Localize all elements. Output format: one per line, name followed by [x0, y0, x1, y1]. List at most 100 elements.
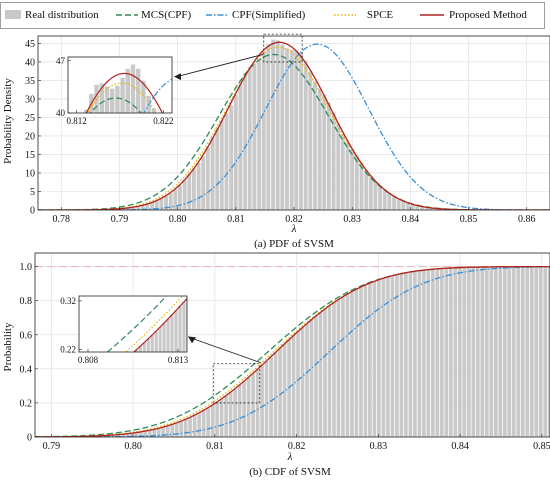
cdf-histogram-bar [439, 268, 444, 437]
cdf-histogram-bar [304, 323, 310, 437]
cdf-histogram-bar [507, 266, 512, 437]
cdf-histogram-bar [233, 388, 238, 437]
cdf-histogram-bar [525, 266, 530, 437]
pdf-histogram-bar [326, 102, 332, 210]
legend-box [0, 2, 545, 29]
cdf-histogram-bar [498, 266, 503, 437]
legend: Real distribution MCS(CPF) CPF(Simplifie… [0, 2, 545, 29]
pdf-histogram-bar [215, 127, 220, 210]
cdf-histogram-bar [228, 392, 233, 437]
pdf-histogram-bar [340, 133, 346, 210]
cdf-axes-frame [34, 252, 550, 438]
cdf-histogram-bar [466, 267, 471, 437]
cdf-histogram-bar [327, 305, 332, 437]
pdf-histogram-bar [266, 44, 271, 210]
cdf-zoom-region [212, 363, 261, 404]
pdf-histogram-bar [210, 137, 215, 210]
cdf-histogram-bar [264, 360, 269, 437]
pdf-histogram-bar [391, 196, 397, 210]
pdf-histogram-bar [270, 39, 276, 210]
pdf-histogram-bar [331, 112, 336, 210]
cdf-histogram-bar [354, 289, 359, 437]
cdf-zoom-arrowhead [188, 336, 196, 344]
cdf-histogram-bar [215, 401, 220, 437]
pdf-zoom-arrow [176, 54, 263, 78]
pdf-x-tick-label: 0.84 [402, 214, 420, 225]
pdf-inset-x-tick-label: 0.822 [153, 116, 173, 126]
cdf-histogram-bar [502, 266, 507, 437]
cdf-histogram-bar [543, 266, 548, 437]
pdf-histogram-bar [364, 169, 369, 210]
cdf-histogram-bar [448, 267, 453, 437]
pdf-histogram-bar [303, 60, 308, 210]
cdf-histogram-bar [480, 266, 485, 437]
cdf-x-tick-label: 0.84 [451, 441, 469, 452]
cdf-histogram-bar [183, 419, 188, 437]
pdf-histogram-bar [345, 141, 350, 210]
cdf-x-tick-label: 0.82 [288, 441, 306, 452]
pdf-histogram-bar [238, 82, 243, 210]
pdf-histogram-bar [377, 185, 383, 210]
cdf-inset-histogram-bar [174, 310, 178, 352]
cdf-histogram-bar [529, 266, 534, 437]
cdf-histogram-bar [399, 273, 404, 437]
cdf-y-tick-label: 0 [27, 433, 32, 444]
cdf-inset-plot-area [106, 296, 187, 352]
cdf-histogram-bar [219, 398, 224, 437]
cdf-histogram-bar [174, 422, 179, 437]
cdf-histogram-bar [192, 415, 197, 437]
cdf-x-tick-label: 0.81 [206, 441, 224, 452]
pdf-panel: Probability Density λ (a) PDF of SVSM 0.… [2, 33, 550, 250]
pdf-histogram-bar [373, 181, 378, 210]
pdf-histogram-bar [201, 155, 206, 210]
pdf-histogram-bar [256, 58, 262, 210]
cdf-histogram-bar [318, 312, 323, 437]
pdf-histogram-bar [350, 148, 355, 210]
pdf-x-tick-label: 0.86 [518, 214, 536, 225]
pdf-histogram-bar [312, 81, 318, 210]
cdf-histogram-bar [345, 293, 350, 437]
pdf-y-tick-label: 20 [25, 131, 35, 142]
pdf-x-tick-label: 0.81 [227, 214, 245, 225]
cdf-histogram-bar [534, 266, 539, 437]
pdf-histogram-bar [317, 88, 322, 210]
pdf-histogram-bar [243, 72, 248, 210]
pdf-histogram-bar [368, 176, 373, 210]
cdf-histogram-bar [260, 364, 265, 437]
pdf-ylabel: Probability Density [2, 78, 14, 164]
pdf-x-tick-label: 0.82 [285, 214, 303, 225]
legend-swatch-real [5, 10, 21, 19]
cdf-histogram-bar [520, 266, 525, 437]
cdf-xlabel: λ [287, 451, 293, 463]
cdf-histogram-bar [462, 267, 467, 437]
pdf-zoom-region [263, 33, 303, 63]
cdf-histogram-bar [457, 267, 462, 437]
cdf-histogram-bar [242, 381, 247, 437]
cdf-histogram-bar [206, 407, 211, 437]
legend-label-real: Real distribution [25, 9, 99, 21]
cdf-line-proposed-method [35, 265, 550, 437]
cdf-histogram-bar [376, 279, 381, 437]
cdf-inset-histogram-bar [166, 318, 170, 352]
pdf-x-tick-label: 0.85 [460, 214, 478, 225]
cdf-inset-histogram-bar [146, 338, 151, 352]
cdf-histogram-bar [237, 384, 242, 437]
cdf-histogram-bar [188, 417, 193, 437]
cdf-histogram-bar [363, 284, 368, 437]
cdf-histogram-bar [489, 266, 494, 437]
pdf-y-tick-label: 35 [25, 76, 35, 87]
cdf-caption: (b) CDF of SVSM [249, 466, 331, 478]
pdf-histogram-bar [275, 40, 280, 210]
cdf-inset-histogram-bar [182, 301, 186, 352]
pdf-histogram-bar [219, 120, 224, 210]
pdf-histogram-bar [196, 162, 201, 210]
cdf-histogram-bar [313, 315, 319, 437]
cdf-histogram-bar [201, 410, 206, 437]
pdf-inset-line-proposed-method [85, 72, 164, 113]
cdf-histogram-bar [224, 395, 229, 437]
cdf-histogram-bar [471, 267, 476, 437]
cdf-histogram-bar [309, 319, 314, 437]
cdf-histogram-bar [197, 412, 202, 437]
cdf-inset-line-spce [124, 296, 184, 352]
